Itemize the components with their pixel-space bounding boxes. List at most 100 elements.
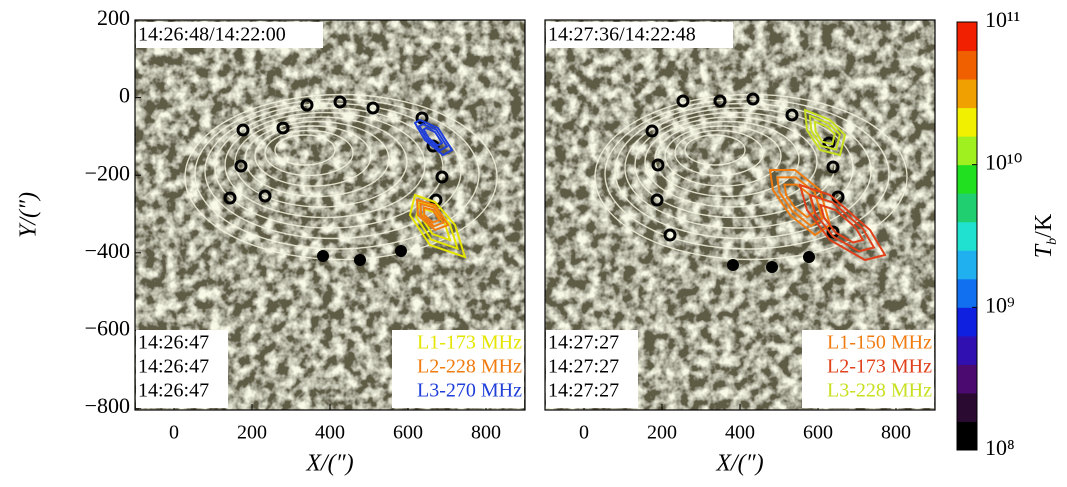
- time-stamp: 14:27:27: [548, 332, 619, 354]
- field-line: [214, 107, 444, 229]
- marker: [258, 189, 272, 203]
- marker: [354, 254, 366, 266]
- colorbar-block: [957, 79, 977, 109]
- field-line: [244, 120, 390, 198]
- x-tick-label: 200: [237, 422, 267, 444]
- contour: [415, 198, 450, 232]
- x-tick-label: 400: [315, 422, 345, 444]
- marker: [435, 170, 449, 184]
- field-line: [624, 107, 854, 229]
- marker: [727, 259, 739, 271]
- x-tick-label: 0: [169, 422, 179, 444]
- contour: [813, 120, 836, 146]
- marker: [223, 191, 237, 205]
- colorbar-label: Tb/K: [1031, 213, 1060, 258]
- colorbar-block: [957, 392, 977, 422]
- contour: [808, 193, 876, 253]
- contour: [408, 193, 467, 259]
- contour: [415, 200, 460, 251]
- colorbar-block: [957, 136, 977, 166]
- contour: [422, 126, 444, 147]
- marker: [276, 121, 290, 135]
- marker: [317, 250, 329, 262]
- x-axis-label: X/(″): [715, 451, 763, 477]
- contour: [803, 108, 847, 157]
- field-line: [664, 125, 782, 187]
- contour: [798, 183, 887, 262]
- times-box: [136, 330, 228, 408]
- colorbar-block: [957, 164, 977, 194]
- contour: [819, 203, 865, 244]
- colorbar-block: [957, 22, 977, 52]
- legend-entry: L2-228 MHz: [417, 356, 522, 378]
- colorbar-tick-label: 10¹¹: [985, 7, 1020, 32]
- field-line: [674, 129, 764, 177]
- marker: [676, 94, 690, 108]
- legend-entry: L3-270 MHz: [417, 380, 522, 402]
- x-tick-label: 0: [579, 422, 589, 444]
- legend-entry: L1-173 MHz: [417, 332, 522, 354]
- marker: [415, 111, 429, 125]
- x-axis-label: X/(″): [305, 451, 353, 477]
- time-stamp: 14:27:27: [548, 380, 619, 402]
- field-line: [634, 111, 836, 219]
- legend-entry: L3-228 MHz: [827, 380, 932, 402]
- x-tick-label: 200: [647, 422, 677, 444]
- marker: [300, 98, 314, 112]
- colorbar-frame: [956, 21, 978, 451]
- field-line: [614, 102, 872, 240]
- time-box: [136, 22, 323, 48]
- field-line: [254, 125, 372, 187]
- field-line: [264, 129, 354, 177]
- marker: [785, 108, 799, 122]
- time-box: [546, 22, 733, 48]
- field-line: [204, 102, 462, 240]
- marker: [650, 193, 664, 207]
- field-line: [644, 116, 818, 208]
- colorbar-block: [957, 107, 977, 137]
- marker: [663, 228, 677, 242]
- x-tick-label: 600: [803, 422, 833, 444]
- marker: [803, 251, 815, 263]
- colorbar-tick-label: 10⁹: [985, 292, 1015, 317]
- marker: [333, 95, 347, 109]
- field-line: [274, 134, 336, 166]
- colorbar-block: [957, 221, 977, 251]
- contour: [417, 122, 449, 152]
- field-line: [184, 93, 498, 261]
- marker: [236, 123, 250, 137]
- colorbar-block: [957, 193, 977, 223]
- panel: 0 200 400 600 800 X/(″) 200 0 −200 −400 −600 −800 Y/…: [16, 5, 526, 477]
- y-tick-label: −600: [85, 315, 130, 340]
- y-tick-label: −400: [85, 238, 130, 263]
- y-tick-label: 200: [97, 5, 130, 30]
- colorbar-label-part: b: [1045, 238, 1060, 245]
- colorbar-tick-label: 10¹⁰: [985, 150, 1023, 175]
- marker: [766, 261, 778, 273]
- x-tick-label: 800: [471, 422, 501, 444]
- marker: [746, 92, 760, 106]
- marker: [713, 94, 727, 108]
- colorbar: 10⁸ 10⁹ 10¹⁰ 10¹¹ Tb/K: [956, 7, 1060, 460]
- y-axis-label: Y/(″): [16, 192, 42, 238]
- field-line: [234, 116, 408, 208]
- marker: [366, 101, 380, 115]
- marker: [826, 160, 840, 174]
- y-tick-label: −800: [85, 393, 130, 418]
- time-label: 14:26:48/14:22:00: [138, 24, 286, 46]
- legend-box: [392, 330, 524, 408]
- times-box: [546, 330, 638, 408]
- x-tick-label: 600: [393, 422, 423, 444]
- colorbar-block: [957, 364, 977, 394]
- marker: [395, 245, 407, 257]
- x-tick-label: 400: [725, 422, 755, 444]
- field-line: [684, 134, 746, 166]
- y-tick-label: 0: [119, 83, 130, 108]
- colorbar-block: [957, 278, 977, 308]
- marker: [651, 158, 665, 172]
- time-stamp: 14:26:47: [138, 356, 209, 378]
- contour: [419, 202, 446, 228]
- colorbar-block: [957, 250, 977, 280]
- marker: [645, 124, 659, 138]
